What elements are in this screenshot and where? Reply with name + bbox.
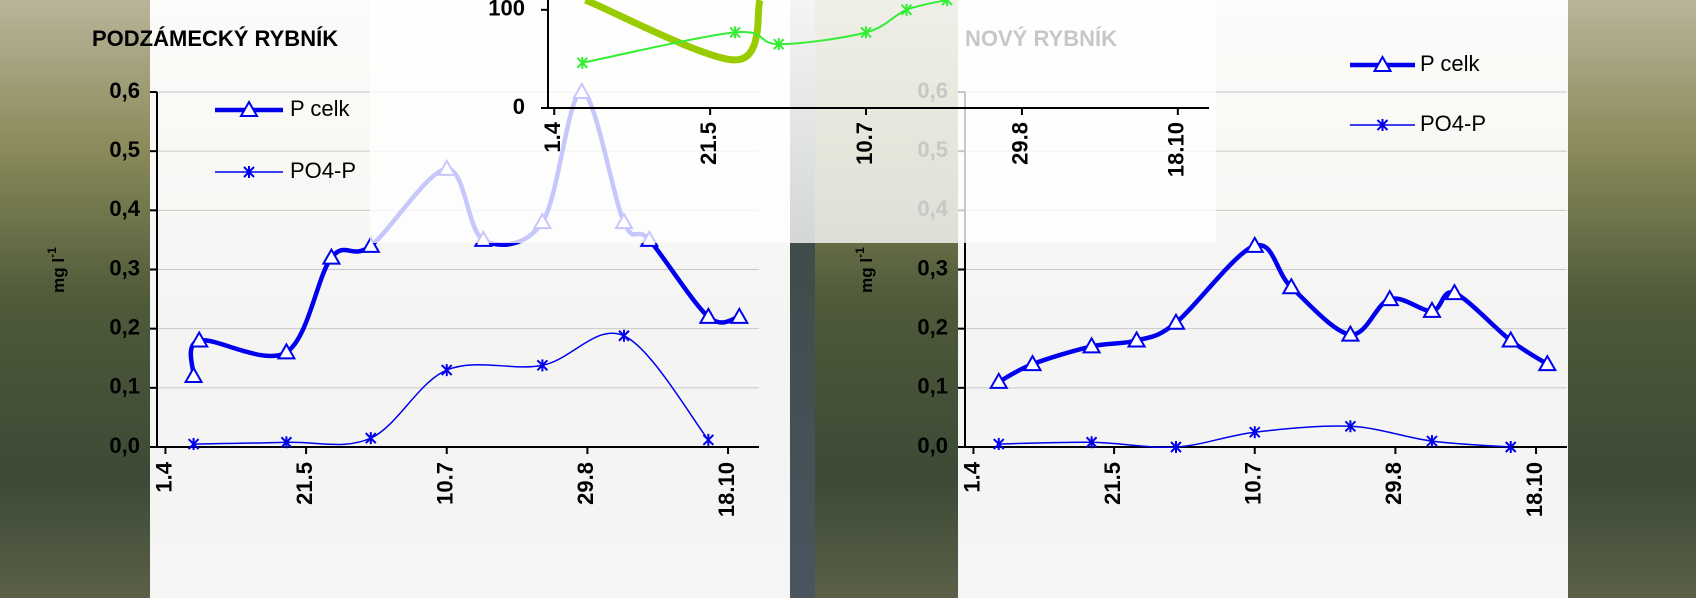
slide: PODZÁMECKÝ RYBNÍKmg l-10,00,10,20,30,40,… [0,0,1696,598]
y-tick-label: 0,1 [109,374,140,399]
y-tick-label: 0,6 [109,78,140,103]
y-tick-label: 0,2 [109,314,140,339]
x-tick-label: 18.10 [1522,462,1547,517]
legend-label: PO4-P [290,158,356,183]
x-tick-label: 29.8 [1381,462,1406,505]
x-tick-label: 10.7 [1241,462,1266,505]
x-tick-label: 21.5 [696,122,721,165]
y-tick-label: 0,2 [917,314,948,339]
y-tick-label: 0,0 [917,433,948,458]
x-tick-label: 21.5 [1100,462,1125,505]
legend-label: PO4-P [1420,111,1486,136]
x-tick-label: 18.10 [714,462,739,517]
y-axis-label-exponent: -1 [853,247,867,258]
y-tick-label: 0,5 [109,137,140,162]
legend-label: P celk [1420,51,1481,76]
overlay-panel [370,0,1216,243]
x-tick-label: 10.7 [852,122,877,165]
x-tick-label: 1.4 [151,461,176,492]
x-tick-label: 1.4 [540,121,565,152]
x-tick-label: 29.8 [1008,122,1033,165]
y-tick-label: 0,1 [917,374,948,399]
y-tick-label: 100 [488,0,525,21]
x-tick-label: 1.4 [959,461,984,492]
y-tick-label: 0 [513,94,525,119]
y-axis-label-exponent: -1 [45,247,59,258]
page: {"chart_data": [ {"type": "line", "title… [0,0,1696,598]
y-tick-label: 0,4 [109,196,140,221]
y-tick-label: 0,0 [109,433,140,458]
y-axis-label-text: mg l [49,258,68,293]
y-axis-label-text: mg l [857,258,876,293]
x-tick-label: 10.7 [433,462,458,505]
chart-title: PODZÁMECKÝ RYBNÍK [92,26,338,51]
legend-label: P celk [290,96,351,121]
x-tick-label: 21.5 [292,462,317,505]
x-tick-label: 29.8 [573,462,598,505]
y-tick-label: 0,3 [917,255,948,280]
y-tick-label: 0,3 [109,255,140,280]
x-tick-label: 18.10 [1164,122,1189,177]
